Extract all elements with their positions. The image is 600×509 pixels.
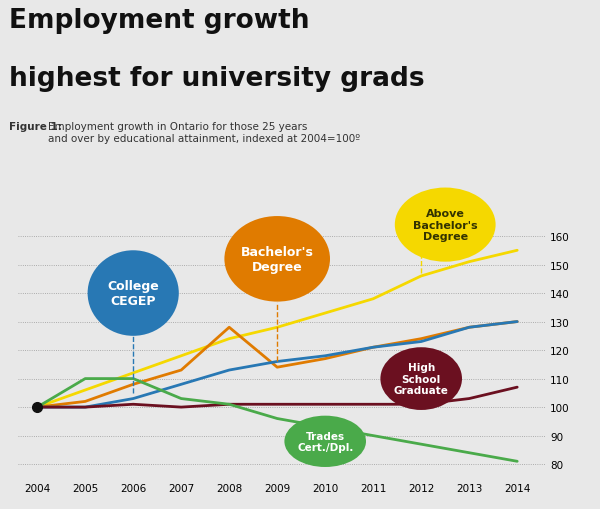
Ellipse shape bbox=[395, 188, 496, 262]
Text: Bachelor's
Degree: Bachelor's Degree bbox=[241, 245, 314, 273]
Text: High
School
Graduate: High School Graduate bbox=[394, 362, 449, 395]
Text: Above
Bachelor's
Degree: Above Bachelor's Degree bbox=[413, 209, 478, 242]
Ellipse shape bbox=[224, 217, 330, 302]
Ellipse shape bbox=[284, 416, 366, 467]
Text: Employment growth: Employment growth bbox=[9, 8, 310, 34]
Text: Employment growth in Ontario for those 25 years
and over by educational attainme: Employment growth in Ontario for those 2… bbox=[48, 122, 360, 144]
Ellipse shape bbox=[88, 251, 179, 336]
Ellipse shape bbox=[380, 348, 462, 410]
Text: Trades
Cert./Dpl.: Trades Cert./Dpl. bbox=[297, 431, 353, 452]
Text: College
CEGEP: College CEGEP bbox=[107, 279, 159, 307]
Text: highest for university grads: highest for university grads bbox=[9, 66, 425, 92]
Text: Figure 1:: Figure 1: bbox=[9, 122, 62, 132]
